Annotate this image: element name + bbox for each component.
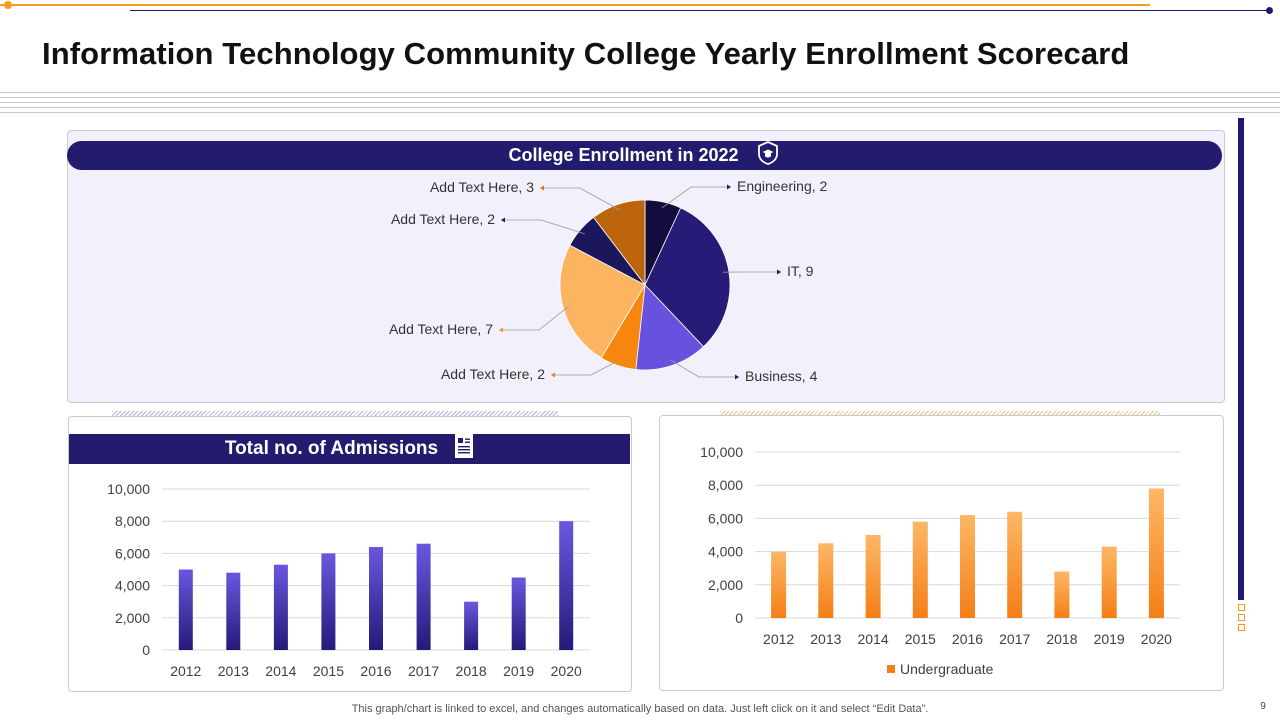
undergraduate-ytick-label: 6,000 xyxy=(708,510,743,526)
admissions-chart-title: Total no. of Admissions xyxy=(224,438,439,459)
hatch-decoration-left xyxy=(112,411,558,416)
pie-data-label: Add Text Here, 2 xyxy=(391,211,495,227)
document-icon xyxy=(454,433,474,465)
admissions-xtick-label: 2019 xyxy=(503,663,534,679)
admissions-ytick-label: 10,000 xyxy=(107,481,150,497)
admissions-ytick-label: 6,000 xyxy=(115,545,150,561)
admissions-bar xyxy=(464,601,479,650)
undergraduate-ytick-label: 2,000 xyxy=(708,577,743,593)
title-divider-stripes xyxy=(0,92,1280,116)
undergraduate-xtick-label: 2012 xyxy=(763,631,794,647)
pie-slice xyxy=(644,207,731,348)
pie-data-label: IT, 9 xyxy=(787,263,814,279)
top-navy-line xyxy=(130,10,1270,11)
undergraduate-bar xyxy=(1101,546,1117,618)
undergraduate-xtick-label: 2020 xyxy=(1141,631,1172,647)
pie-leader-marker xyxy=(727,184,731,190)
undergraduate-bar xyxy=(771,551,787,618)
admissions-chart-banner: Total no. of Admissions xyxy=(69,434,630,464)
pie-leader-marker xyxy=(735,374,739,380)
undergraduate-ytick-label: 0 xyxy=(735,610,743,626)
undergraduate-bar xyxy=(960,515,975,618)
undergraduate-bar xyxy=(1007,511,1023,618)
admissions-xtick-label: 2018 xyxy=(456,663,487,679)
pie-leader-marker xyxy=(499,327,503,333)
undergraduate-xtick-label: 2014 xyxy=(857,631,888,647)
pie-leader-marker xyxy=(501,217,505,223)
undergraduate-bar xyxy=(865,535,881,618)
admissions-ytick-label: 4,000 xyxy=(115,578,150,594)
undergraduate-xtick-label: 2017 xyxy=(999,631,1030,647)
pie-chart-banner: College Enrollment in 2022 xyxy=(67,141,1222,170)
admissions-ytick-label: 0 xyxy=(142,642,150,658)
legend-swatch-undergraduate xyxy=(887,665,895,673)
undergraduate-chart-panel xyxy=(659,415,1224,691)
admissions-xtick-label: 2020 xyxy=(551,663,582,679)
pie-leader-marker xyxy=(777,269,781,275)
right-side-squares xyxy=(1238,604,1245,634)
admissions-bar xyxy=(559,521,574,650)
undergraduate-bar xyxy=(1054,571,1070,618)
admissions-bar xyxy=(273,564,288,650)
undergraduate-bar-chart: 0 2,000 4,000 6,000 8,000 10,000 2012 2013 2014 2… xyxy=(700,444,1180,677)
admissions-xtick-label: 2012 xyxy=(170,663,201,679)
pie-chart-title: College Enrollment in 2022 xyxy=(508,145,739,165)
top-accent-dot-left xyxy=(4,1,12,9)
pie-slice xyxy=(559,244,646,359)
admissions-xtick-label: 2016 xyxy=(360,663,391,679)
admissions-xtick-label: 2013 xyxy=(218,663,249,679)
pie-slice xyxy=(592,199,646,287)
top-navy-dot-right xyxy=(1266,7,1273,14)
undergraduate-xtick-label: 2019 xyxy=(1094,631,1125,647)
admissions-bar xyxy=(416,543,431,650)
admissions-ytick-label: 2,000 xyxy=(115,610,150,626)
pie-data-label: Business, 4 xyxy=(745,368,818,384)
top-accent-line xyxy=(0,4,1150,6)
pie-leader-line xyxy=(669,359,739,378)
right-side-bar xyxy=(1238,118,1244,600)
pie-leader-line xyxy=(661,186,731,209)
admissions-bar xyxy=(369,547,383,650)
admissions-bar-chart: 0 2,000 4,000 6,000 8,000 10,000 2012 2013 2014 2… xyxy=(107,481,590,679)
admissions-bar xyxy=(321,553,336,650)
pie-slice xyxy=(635,284,705,371)
admissions-bar xyxy=(178,569,193,650)
hatch-decoration-right xyxy=(720,411,1160,416)
admissions-ytick-label: 8,000 xyxy=(115,513,150,529)
undergraduate-xtick-label: 2018 xyxy=(1046,631,1077,647)
pie-leader-line xyxy=(501,219,585,235)
pie-leader-line xyxy=(551,359,620,376)
undergraduate-bar xyxy=(1148,488,1164,618)
undergraduate-ytick-label: 4,000 xyxy=(708,544,743,560)
admissions-bar xyxy=(511,577,526,650)
legend-label-undergraduate: Undergraduate xyxy=(900,661,994,677)
pie-data-label: Add Text Here, 2 xyxy=(441,366,545,382)
undergraduate-bar xyxy=(818,543,834,618)
admissions-xtick-label: 2017 xyxy=(408,663,439,679)
undergraduate-ytick-label: 10,000 xyxy=(700,444,743,460)
undergraduate-xtick-label: 2016 xyxy=(952,631,983,647)
undergraduate-bar xyxy=(912,521,928,618)
pie-leader-line xyxy=(540,187,620,211)
pie-data-label: Add Text Here, 3 xyxy=(430,179,534,195)
admissions-bar xyxy=(226,572,241,650)
undergraduate-ytick-label: 8,000 xyxy=(708,477,743,493)
pie-data-label: Engineering, 2 xyxy=(737,178,828,194)
page-title: Information Technology Community College… xyxy=(42,36,1130,71)
admissions-xtick-label: 2014 xyxy=(265,663,296,679)
graduation-badge-icon xyxy=(755,140,781,171)
page-number: 9 xyxy=(1260,701,1266,712)
pie-leader-marker xyxy=(551,372,555,378)
pie-leader-line xyxy=(499,305,570,331)
admissions-xtick-label: 2015 xyxy=(313,663,344,679)
undergraduate-xtick-label: 2015 xyxy=(905,631,936,647)
footer-note: This graph/chart is linked to excel, and… xyxy=(351,703,929,715)
pie-chart: Engineering, 2 IT, 9 Business, 4 Add Text H… xyxy=(389,178,828,384)
undergraduate-xtick-label: 2013 xyxy=(810,631,841,647)
pie-data-label: Add Text Here, 7 xyxy=(389,321,493,337)
pie-leader-marker xyxy=(540,185,544,191)
